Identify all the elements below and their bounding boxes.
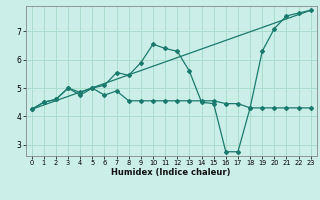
X-axis label: Humidex (Indice chaleur): Humidex (Indice chaleur) bbox=[111, 168, 231, 177]
